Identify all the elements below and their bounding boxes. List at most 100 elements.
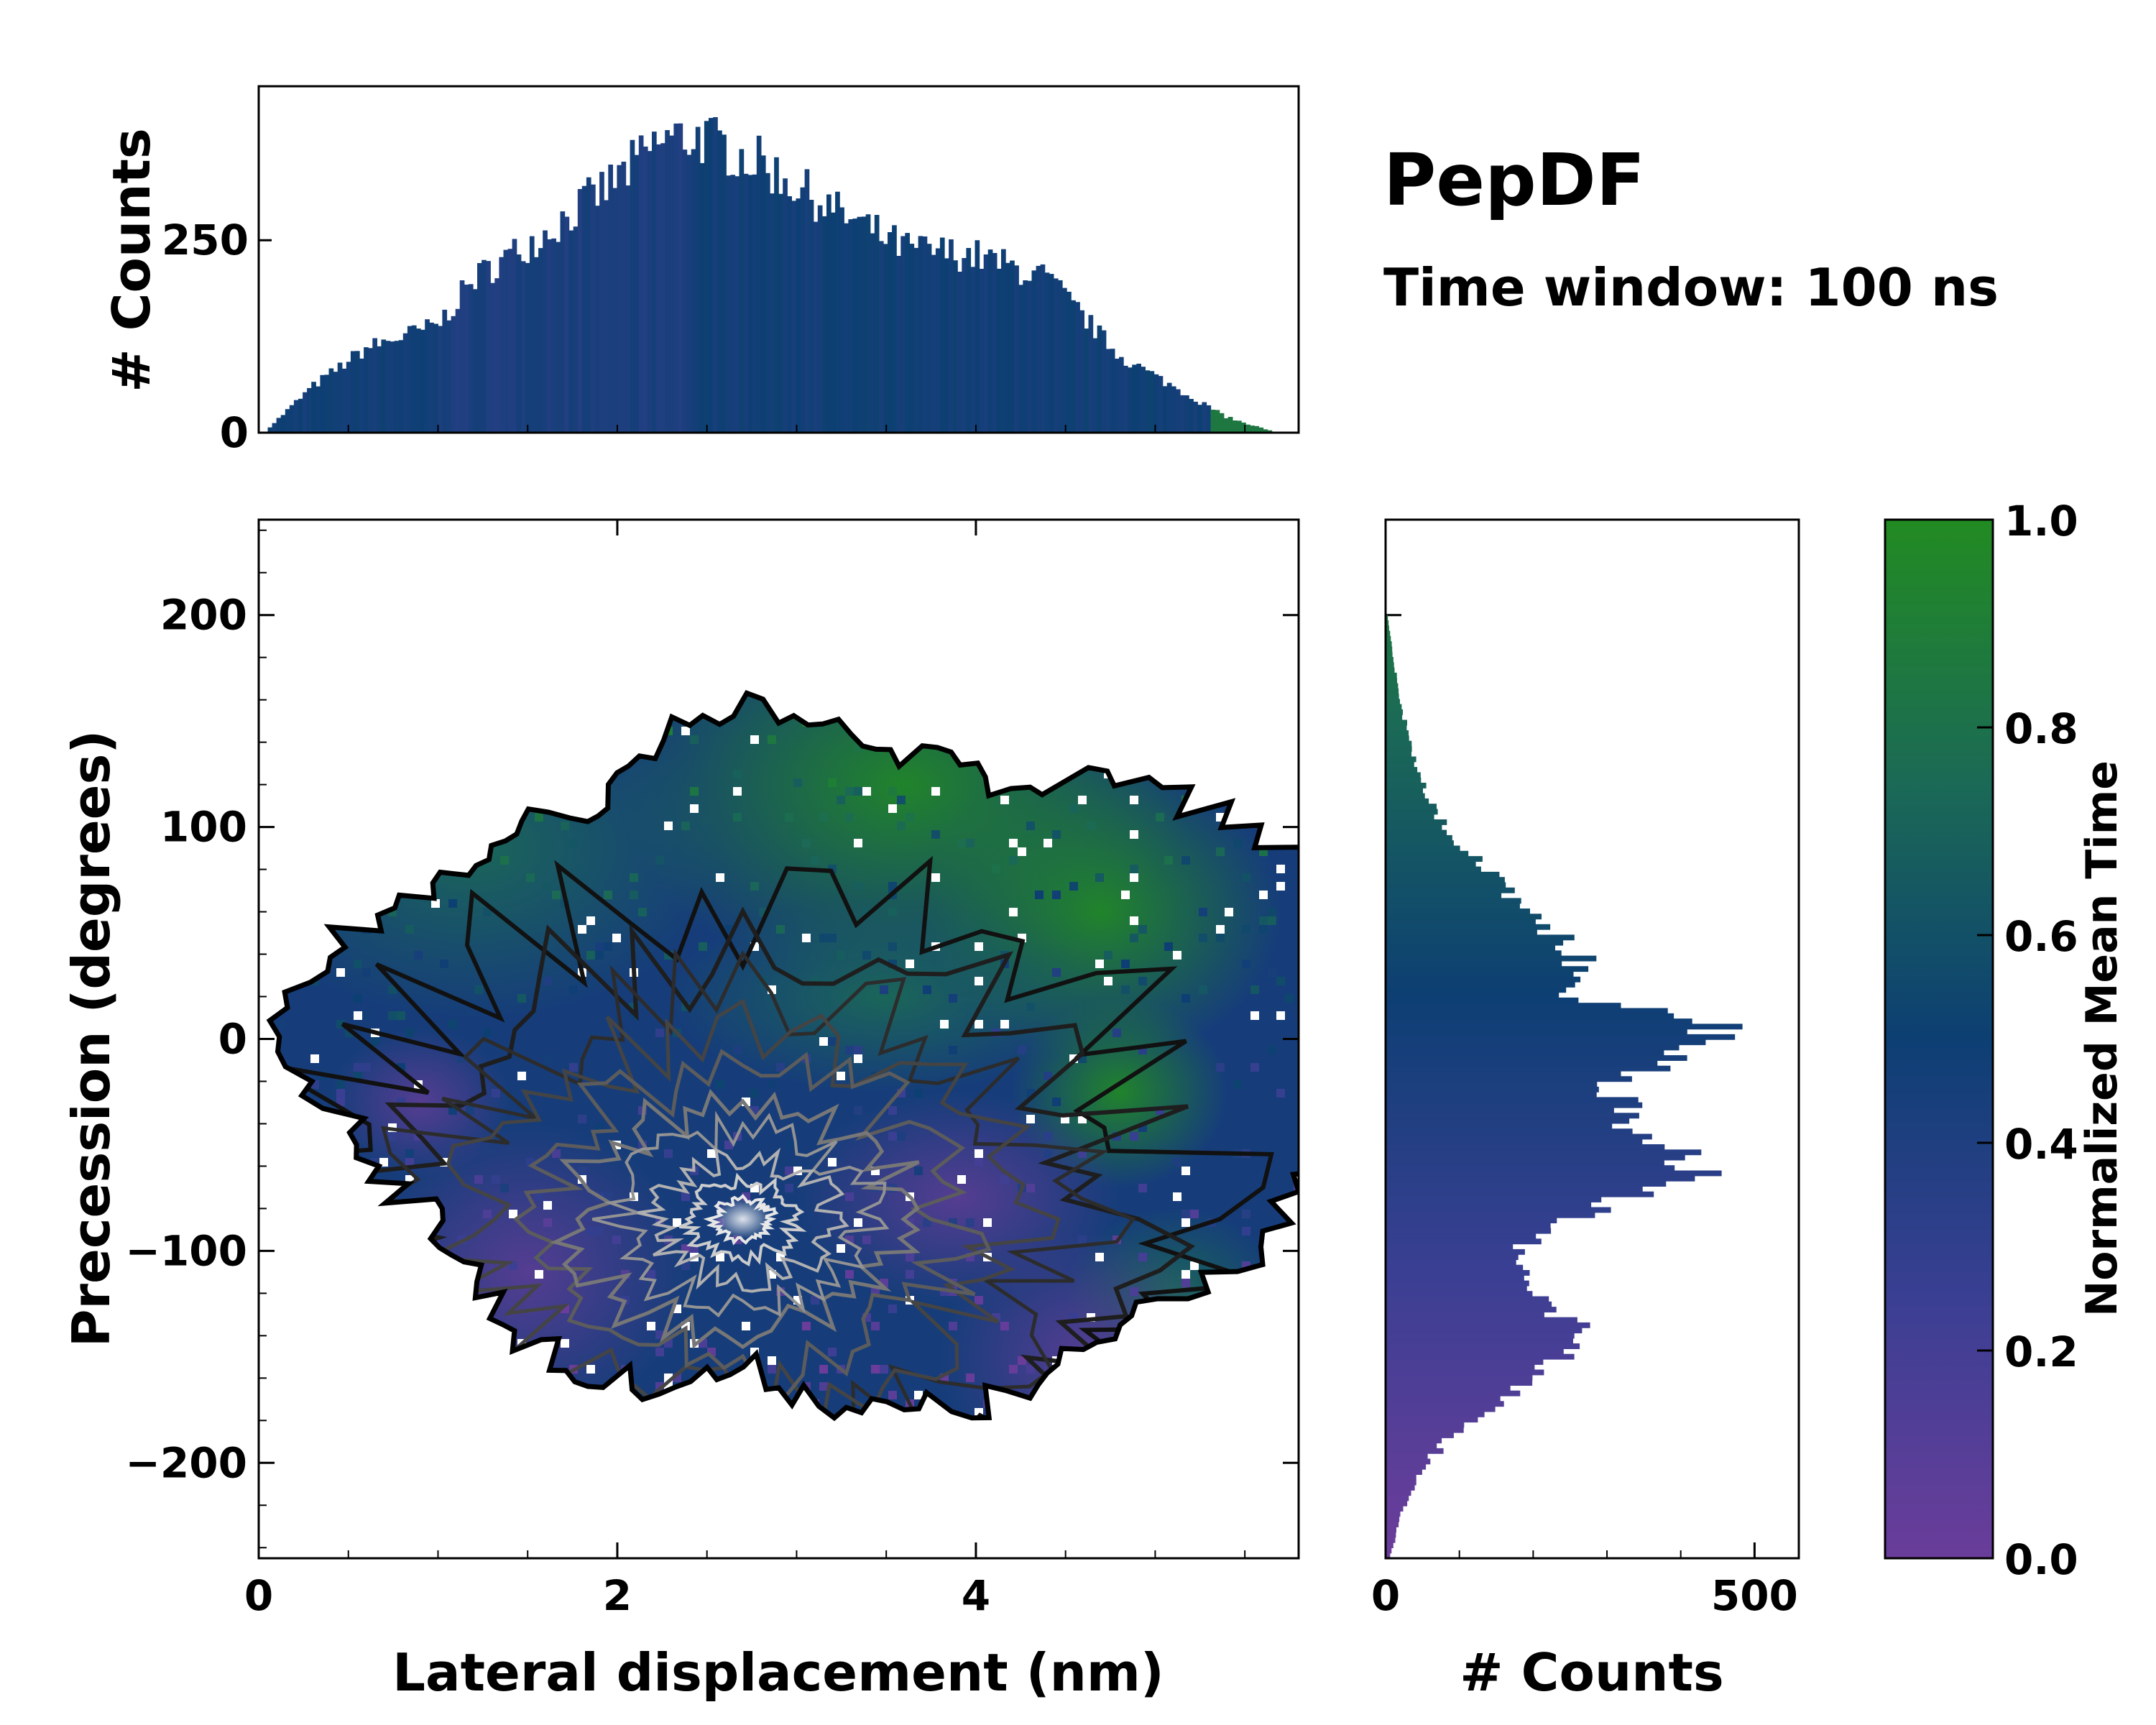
right-histogram-bar (1386, 1081, 1598, 1087)
heatmap-cell (474, 684, 483, 692)
heatmap-cell (888, 1305, 897, 1313)
right-histogram-bar (1386, 1175, 1695, 1182)
heatmap-cell (310, 1408, 319, 1417)
heatmap-cell (655, 1029, 664, 1037)
heatmap-cell (1095, 1529, 1104, 1537)
heatmap-cell (1018, 1356, 1026, 1365)
heatmap-cell (949, 1322, 957, 1330)
heatmap-cell (1164, 744, 1173, 753)
heatmap-cell (776, 563, 785, 571)
heatmap-cell (1121, 891, 1130, 899)
heatmap-cell (345, 1175, 354, 1184)
colorbar: 0.0 0.2 0.4 0.6 0.8 1.0 Normalized Mean Time (1884, 497, 2127, 1584)
heatmap-cell (1130, 796, 1138, 804)
heatmap-cell (354, 744, 362, 753)
heatmap-cell (1104, 1460, 1112, 1468)
heatmap-cell (397, 1399, 405, 1408)
heatmap-cell (1061, 684, 1069, 692)
heatmap-cell (302, 1468, 310, 1477)
top-histogram-bar (1189, 399, 1194, 433)
heatmap-cell (733, 787, 742, 796)
heatmap-cell (1026, 822, 1035, 830)
heatmap-cell (923, 1218, 931, 1227)
heatmap-cell (293, 1115, 302, 1123)
heatmap-cell (759, 632, 768, 640)
right-histogram-bar (1386, 1322, 1590, 1328)
top-histogram-bar (490, 282, 495, 433)
top-histogram-bar (704, 121, 709, 433)
heatmap-cell (431, 839, 440, 847)
heatmap-cell (1130, 916, 1138, 925)
right-histogram-bar (1386, 1191, 1654, 1197)
top-histogram-bar (429, 322, 434, 433)
heatmap-cell (1087, 632, 1095, 640)
heatmap-cell (776, 1063, 785, 1072)
plot-subtitle: Time window: 100 ns (1383, 257, 1999, 318)
top-histogram-bar (957, 272, 962, 433)
heatmap-cell (966, 589, 975, 597)
heatmap-cell (785, 1167, 793, 1175)
heatmap-cell (716, 873, 724, 882)
top-histogram-bar (953, 260, 958, 433)
heatmap-cell (750, 675, 759, 684)
right-histogram-bar (1386, 1390, 1521, 1397)
top-histogram-bar (770, 193, 775, 433)
top-histogram-bar (647, 151, 653, 433)
heatmap-cell (431, 899, 440, 908)
heatmap-cell (259, 1460, 267, 1468)
heatmap-cell (724, 546, 733, 554)
heatmap-cell (328, 1123, 336, 1132)
heatmap-cell (535, 1443, 543, 1451)
heatmap-cell (1147, 675, 1156, 684)
heatmap-cell (906, 1270, 914, 1279)
heatmap-cell (1285, 718, 1294, 727)
top-histogram-bar (446, 320, 452, 433)
heatmap-cell (785, 1443, 793, 1451)
right-histogram-bar (1386, 625, 1389, 632)
right-histogram-bar (1386, 1144, 1665, 1150)
top-histogram-bar (411, 325, 417, 433)
heatmap-cell (1242, 960, 1250, 968)
top-histogram-bar (844, 223, 849, 433)
heatmap-cell (699, 942, 707, 951)
heatmap-cell (923, 985, 931, 994)
right-histogram-bar (1386, 678, 1397, 684)
top-histogram-bar (1153, 374, 1159, 433)
heatmap-cell (1052, 597, 1061, 606)
top-histogram-bar (377, 346, 382, 433)
heatmap-cell (448, 1546, 457, 1555)
top-histogram-bar (359, 358, 364, 433)
top-histogram-bar (520, 261, 526, 433)
top-histogram-bar (913, 247, 919, 433)
heatmap-cell (949, 1046, 957, 1054)
heatmap-cell (595, 1425, 604, 1434)
heatmap-cell (1095, 873, 1104, 882)
heatmap-cell (388, 761, 397, 770)
heatmap-cell (1121, 985, 1130, 994)
right-histogram-bar (1386, 893, 1502, 898)
heatmap-cell (837, 520, 845, 528)
heatmap-cell (270, 735, 276, 744)
top-histogram-bar (1101, 330, 1107, 433)
top-histogram-bar (979, 269, 985, 433)
heatmap-cell (1276, 658, 1285, 666)
top-histogram-bar (722, 134, 727, 433)
right-histogram-bar (1386, 955, 1597, 962)
heatmap-cell (474, 985, 483, 994)
heatmap-cell (604, 693, 612, 701)
top-histogram-bar (1062, 288, 1067, 433)
heatmap-cell (776, 925, 785, 934)
heatmap-cell (1181, 1167, 1190, 1175)
top-histogram-bar (1079, 310, 1084, 433)
heatmap-cell (310, 1054, 319, 1063)
top-histogram-bar (760, 155, 766, 433)
heatmap-cell (1268, 744, 1276, 753)
heatmap-cell (1225, 908, 1233, 916)
top-histogram-bar (451, 316, 456, 433)
heatmap-cell (1276, 727, 1285, 735)
heatmap-cell (586, 546, 595, 554)
right-histogram-bar (1386, 672, 1397, 678)
top-histogram-bar (455, 308, 461, 433)
right-histogram-bar (1386, 1055, 1687, 1061)
top-histogram-bar (665, 130, 670, 433)
